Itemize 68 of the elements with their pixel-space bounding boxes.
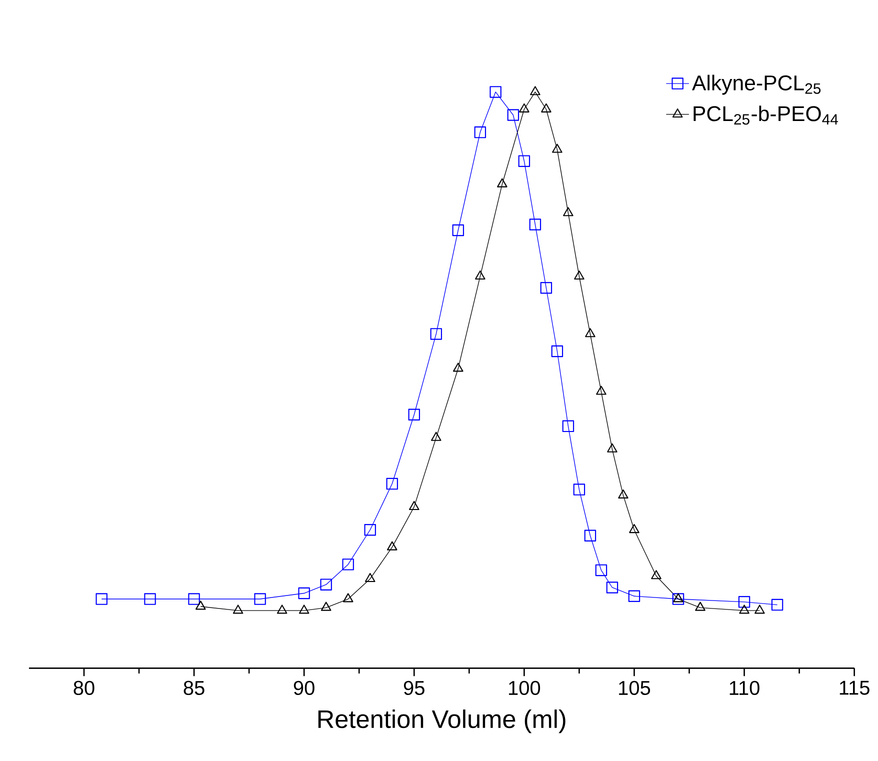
x-tick-label: 85 — [184, 680, 204, 696]
point — [541, 103, 552, 112]
x-tick-label: 105 — [619, 680, 650, 696]
x-tick-label: 90 — [294, 680, 314, 696]
x-tick-label: 95 — [404, 680, 424, 696]
point — [584, 530, 596, 542]
point — [144, 593, 156, 605]
point — [232, 604, 244, 614]
point — [342, 558, 354, 570]
point — [364, 572, 376, 582]
point — [607, 443, 618, 452]
point — [452, 362, 464, 372]
x-tick-label: 115 — [840, 680, 870, 695]
point — [342, 593, 354, 602]
point — [618, 489, 628, 499]
point — [188, 593, 200, 605]
point — [430, 432, 442, 441]
point — [529, 218, 542, 230]
point — [298, 587, 310, 600]
x-tick-label: 110 — [730, 680, 760, 696]
point — [408, 408, 420, 421]
point — [695, 602, 706, 611]
point — [585, 328, 596, 338]
point — [595, 564, 608, 576]
point — [474, 126, 486, 138]
point — [738, 596, 750, 608]
point — [276, 604, 288, 614]
point — [574, 270, 584, 280]
point — [96, 593, 108, 605]
point — [628, 590, 640, 602]
point — [563, 207, 574, 216]
point — [754, 604, 765, 614]
point — [386, 541, 398, 550]
point — [475, 270, 486, 280]
point — [606, 582, 618, 594]
point — [386, 478, 398, 490]
point — [195, 600, 206, 610]
point — [672, 593, 684, 605]
point — [540, 282, 552, 294]
point — [518, 155, 530, 167]
legend-label: Alkyne-PCL$_{25}$ — [692, 74, 821, 95]
point — [430, 328, 442, 340]
point — [552, 144, 562, 153]
x-tick-label: 100 — [509, 680, 540, 696]
x-tick-label: 80 — [74, 680, 94, 696]
point — [739, 604, 750, 614]
point — [771, 598, 784, 611]
point — [530, 86, 540, 96]
point — [673, 593, 684, 602]
point — [254, 593, 266, 605]
x-axis-title: Retention Volume (ml) — [318, 710, 566, 734]
point — [651, 570, 662, 580]
point — [507, 109, 520, 121]
point — [320, 602, 332, 611]
legend-label: PCL$_{25}$-b-PEO$_{44}$ — [694, 106, 838, 125]
point — [364, 524, 376, 536]
point — [573, 484, 586, 496]
point — [519, 103, 530, 112]
point — [298, 604, 310, 614]
point — [490, 86, 502, 98]
point — [452, 224, 464, 236]
point — [497, 178, 508, 188]
point — [629, 524, 640, 534]
point — [596, 386, 606, 395]
point — [551, 345, 564, 358]
point — [562, 420, 574, 432]
point — [320, 578, 332, 590]
point — [408, 500, 420, 510]
